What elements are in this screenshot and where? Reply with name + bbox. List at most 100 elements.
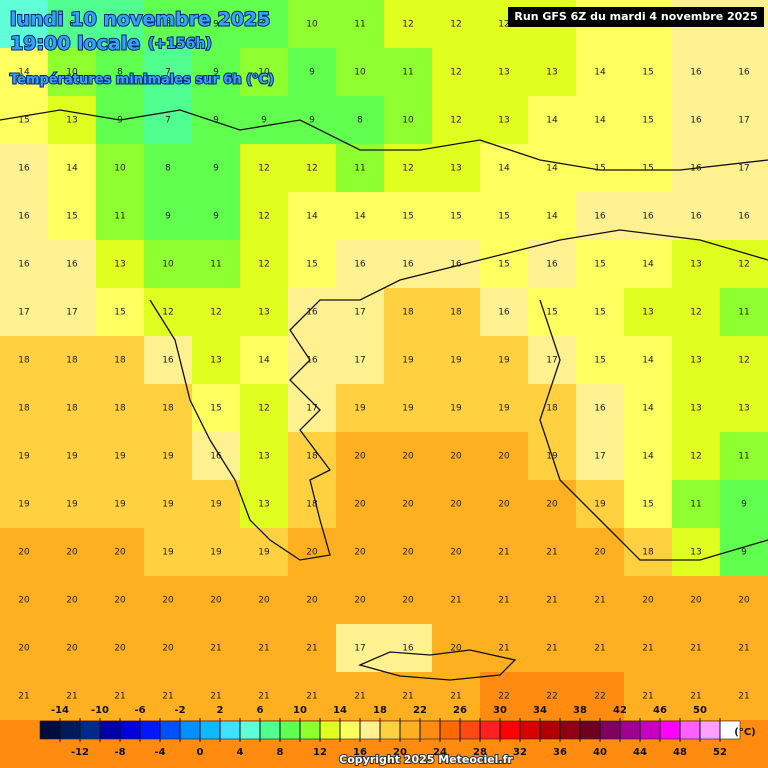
temp-value: 16 [690, 116, 702, 126]
legend-label: -4 [154, 747, 165, 758]
temp-value: 10 [114, 164, 126, 174]
temp-value: 21 [354, 692, 365, 702]
temp-cell [48, 240, 96, 288]
temp-cell [624, 336, 672, 384]
temp-cell [432, 240, 480, 288]
temp-value: 21 [498, 644, 509, 654]
temp-value: 15 [402, 212, 413, 222]
temp-cell [720, 192, 768, 240]
temp-cell [0, 48, 48, 96]
temp-value: 7 [165, 116, 171, 126]
legend-label: -10 [91, 705, 109, 716]
legend-label: 34 [533, 705, 547, 716]
temp-cell [432, 48, 480, 96]
temp-cell [336, 144, 384, 192]
temp-cell [48, 576, 96, 624]
temp-cell [240, 432, 288, 480]
temp-cell [336, 192, 384, 240]
legend-swatch [259, 720, 281, 740]
temp-value: 15 [210, 404, 221, 414]
temp-cell [624, 48, 672, 96]
temp-cell [720, 48, 768, 96]
temp-cell [288, 384, 336, 432]
temp-value: 20 [546, 500, 558, 510]
temp-cell [48, 384, 96, 432]
temp-value: 8 [117, 68, 123, 78]
legend-label: 20 [393, 747, 407, 758]
legend-label: -2 [174, 705, 185, 716]
temp-value: 18 [450, 308, 462, 318]
temp-value: 13 [546, 68, 557, 78]
temp-cell [336, 240, 384, 288]
temp-cell [720, 432, 768, 480]
temp-value: 15 [642, 116, 653, 126]
temp-value: 12 [738, 356, 749, 366]
temp-value: 19 [162, 452, 174, 462]
temp-value: 10 [306, 20, 318, 30]
temp-value: 15 [498, 212, 509, 222]
temp-value: 17 [306, 404, 317, 414]
temp-value: 10 [162, 260, 174, 270]
temp-value: 9 [309, 116, 315, 126]
temp-value: 20 [690, 596, 702, 606]
temp-cell [288, 48, 336, 96]
temp-value: 15 [594, 164, 605, 174]
temp-value: 20 [18, 548, 30, 558]
temp-cell [432, 480, 480, 528]
temp-value: 21 [690, 644, 701, 654]
temp-value: 11 [354, 164, 365, 174]
temp-cell [192, 528, 240, 576]
temp-value: 6 [69, 20, 75, 30]
legend-label: 6 [257, 705, 264, 716]
temp-value: 18 [18, 356, 30, 366]
legend-label: -12 [71, 747, 89, 758]
temp-value: 18 [402, 308, 414, 318]
temp-value: 20 [66, 596, 78, 606]
field: 5 6 7 8 9 9 10 11 12 12 12 13 14 15 16 16 14 10 8 7 9 10 9 10 11… [0, 0, 768, 720]
temp-cell [192, 288, 240, 336]
temp-cell [0, 576, 48, 624]
temp-value: 11 [738, 452, 749, 462]
temp-cell [528, 48, 576, 96]
temp-cell [144, 576, 192, 624]
temp-cell [480, 480, 528, 528]
temp-cell [240, 336, 288, 384]
temp-value: 20 [306, 596, 318, 606]
temp-value: 12 [498, 20, 509, 30]
temp-value: 22 [498, 692, 509, 702]
temp-value: 9 [261, 116, 267, 126]
temp-cell [384, 624, 432, 672]
legend-label: 22 [413, 705, 427, 716]
temp-cell [336, 432, 384, 480]
temp-value: 12 [450, 116, 461, 126]
temp-value: 13 [114, 260, 125, 270]
temp-value: 12 [402, 20, 413, 30]
legend-swatch [399, 720, 421, 740]
temp-cell [432, 336, 480, 384]
time: 19:00 locale [10, 33, 140, 55]
temp-cell [384, 576, 432, 624]
legend-swatch [99, 720, 121, 740]
temp-value: 9 [213, 212, 219, 222]
temp-value: 12 [450, 20, 461, 30]
temp-value: 20 [354, 452, 366, 462]
legend-label: 10 [293, 705, 307, 716]
temp-cell [96, 144, 144, 192]
legend-swatch [699, 720, 721, 740]
temp-value: 20 [450, 500, 462, 510]
temp-value: 13 [690, 548, 701, 558]
temp-cell [432, 192, 480, 240]
subtitle: Températures minimales sur 6h (°C) [10, 73, 274, 88]
coastlines [0, 109, 768, 681]
temp-cell [480, 528, 528, 576]
temp-value: 12 [738, 260, 749, 270]
temp-value: 14 [66, 164, 78, 174]
temp-value: 20 [450, 548, 462, 558]
temp-value: 14 [642, 404, 654, 414]
legend-swatch [419, 720, 441, 740]
temp-value: 13 [690, 260, 701, 270]
run-info: Run GFS 6Z du mardi 4 novembre 2025 [514, 10, 757, 23]
temp-value: 22 [594, 692, 605, 702]
temp-value: 16 [594, 404, 606, 414]
legend-label: 40 [593, 747, 607, 758]
